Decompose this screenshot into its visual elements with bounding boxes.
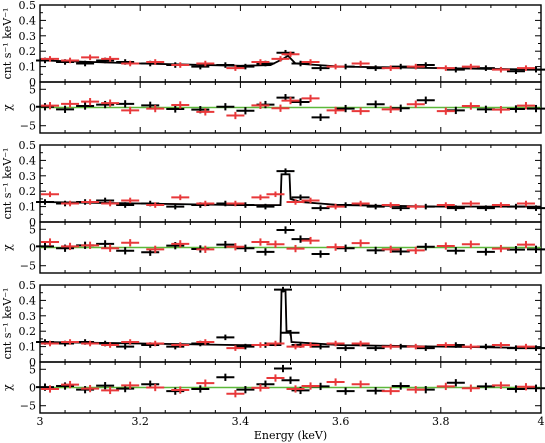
panel-1-spectrum-frame: [39, 4, 542, 83]
panel-3-spectrum-frame: [39, 284, 542, 363]
panel-2-spectrum: cnt s⁻¹ keV⁻¹: [1, 144, 542, 223]
panel-1-spectrum-ytick-label: 0.5: [19, 0, 37, 12]
panel-3-spectrum-ytick-label: 0.4: [19, 294, 37, 307]
panel-2-spectrum-ytick-label: 0.2: [19, 185, 37, 198]
x-tick-label: 4: [538, 415, 545, 428]
panel-1-residuals-ylabel: χ: [1, 104, 14, 111]
panel-2-residuals-ylabel: χ: [1, 244, 14, 251]
panel-3-residuals-ylabel: χ: [1, 384, 14, 391]
x-tick-label: 3: [37, 415, 44, 428]
panel-1-spectrum-ytick-label: 0.1: [19, 61, 37, 74]
panel-1-spectrum-model-black: [39, 54, 542, 71]
panel-2-spectrum-ytick-label: 0.1: [19, 201, 37, 214]
panel-2-spectrum-ylabel: cnt s⁻¹ keV⁻¹: [1, 148, 14, 220]
panel-2-spectrum-ytick-label: 0.5: [19, 139, 37, 152]
panel-2-spectrum-ytick-label: 0.4: [19, 154, 37, 167]
panel-3-spectrum-ytick-label: 0.1: [19, 341, 37, 354]
panel-3-spectrum-ytick-label: 0: [29, 356, 36, 369]
panel-2-spectrum-ytick-label: 0.3: [19, 170, 37, 183]
panel-3-residuals-ytick-label: 0: [29, 382, 36, 395]
x-tick-label: 3.8: [432, 415, 450, 428]
panel-3-spectrum: cnt s⁻¹ keV⁻¹: [1, 284, 542, 363]
panel-1-spectrum-ytick-label: 0.2: [19, 45, 37, 58]
panel-3-residuals-ytick-label: 5: [29, 363, 36, 376]
x-axis-label: Energy (keV): [254, 429, 327, 442]
panel-1-residuals-ytick-label: −5: [20, 120, 36, 133]
panel-1-spectrum-ytick-label: 0.4: [19, 14, 37, 27]
panel-1-spectrum-ytick-label: 0.3: [19, 30, 37, 43]
panel-2-spectrum-ytick-label: 0: [29, 216, 36, 229]
panel-3-spectrum-ylabel: cnt s⁻¹ keV⁻¹: [1, 288, 14, 360]
panel-2-residuals-ytick-label: 0: [29, 242, 36, 255]
panel-3-spectrum-ytick-label: 0.3: [19, 310, 37, 323]
panel-3-spectrum-model-black: [39, 290, 542, 349]
panel-3-spectrum-ytick-label: 0.5: [19, 279, 37, 292]
x-tick-label: 3.4: [232, 415, 250, 428]
panel-1-spectrum-ylabel: cnt s⁻¹ keV⁻¹: [1, 8, 14, 80]
panel-1-residuals-ytick-label: 5: [29, 83, 36, 96]
panel-2-residuals-ytick-label: 5: [29, 223, 36, 236]
panel-3-residuals-ytick-label: −5: [20, 400, 36, 413]
panel-2-residuals-ytick-label: −5: [20, 260, 36, 273]
panel-3-spectrum-ytick-label: 0.2: [19, 325, 37, 338]
x-tick-label: 3.2: [131, 415, 149, 428]
x-tick-label: 3.6: [332, 415, 350, 428]
panel-1-spectrum-ytick-label: 0: [29, 76, 36, 89]
panel-1-residuals-ytick-label: 0: [29, 102, 36, 115]
